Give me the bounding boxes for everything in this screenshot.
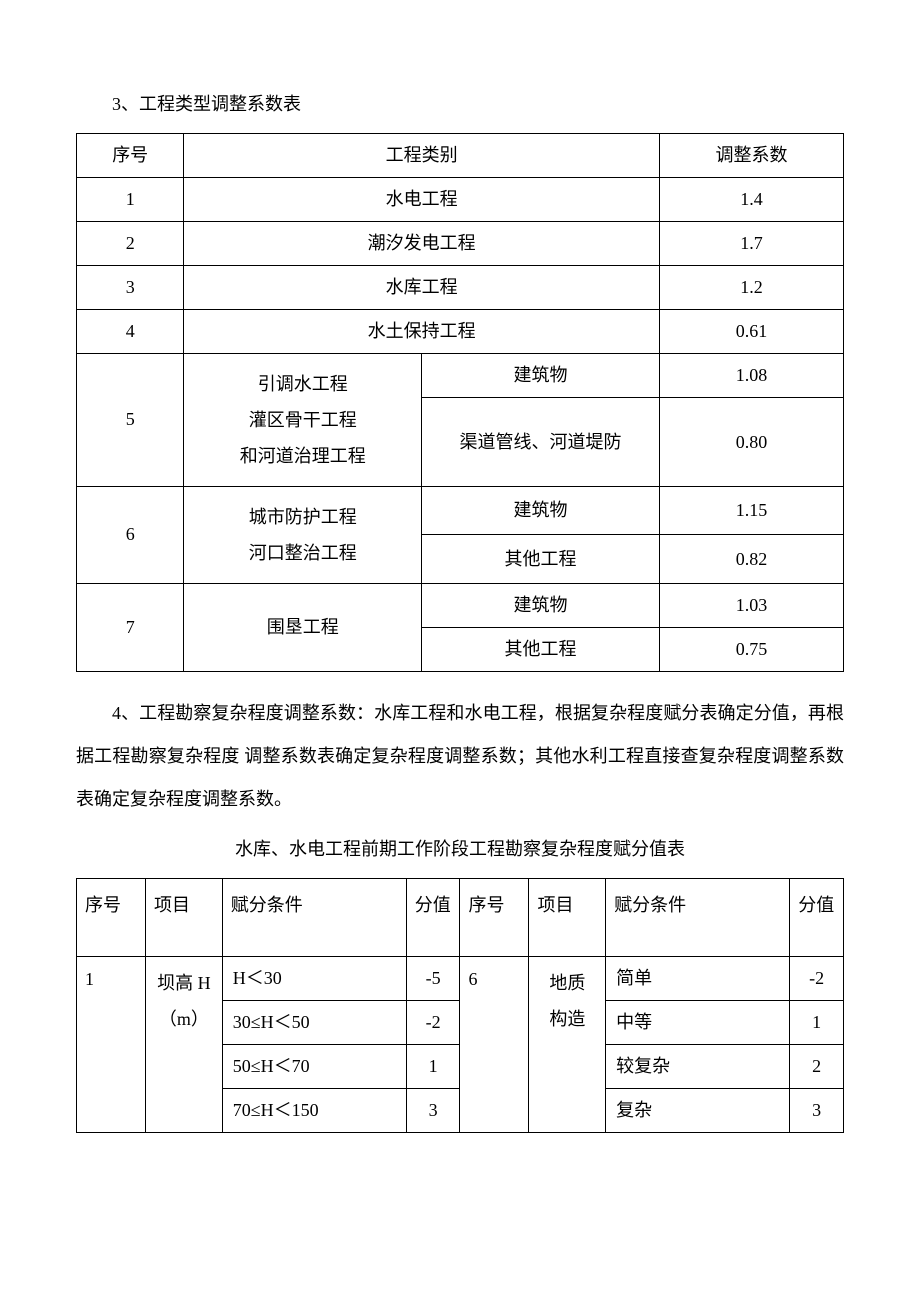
cell-category: 引调水工程 灌区骨干工程 和河道治理工程 xyxy=(184,353,422,486)
cell-category: 水电工程 xyxy=(184,177,660,221)
cell-coef: 1.03 xyxy=(659,583,843,627)
cell-category-line: 城市防护工程 xyxy=(184,499,421,535)
th-seq: 序号 xyxy=(77,879,146,957)
cell-category-line: 和河道治理工程 xyxy=(184,438,421,474)
cell-seq: 3 xyxy=(77,265,184,309)
cell-coef: 0.61 xyxy=(659,309,843,353)
table-row: 5 引调水工程 灌区骨干工程 和河道治理工程 建筑物 1.08 xyxy=(77,353,844,397)
cell-category-line: 河口整治工程 xyxy=(184,535,421,571)
cell-cond: 70≤H＜150 xyxy=(222,1089,406,1133)
cell-score: -2 xyxy=(406,1001,460,1045)
table-row: 7 围垦工程 建筑物 1.03 xyxy=(77,583,844,627)
cell-coef: 0.82 xyxy=(659,535,843,584)
cell-subcategory: 建筑物 xyxy=(422,353,660,397)
cell-coef: 1.7 xyxy=(659,221,843,265)
cell-item-line: 构造 xyxy=(529,1001,605,1037)
table-row: 3 水库工程 1.2 xyxy=(77,265,844,309)
table-row: 6 城市防护工程 河口整治工程 建筑物 1.15 xyxy=(77,486,844,535)
cell-cond: 中等 xyxy=(606,1001,790,1045)
cell-coef: 0.75 xyxy=(659,627,843,671)
th-score: 分值 xyxy=(790,879,844,957)
cell-subcategory: 建筑物 xyxy=(422,486,660,535)
cell-category-line: 灌区骨干工程 xyxy=(184,402,421,438)
cell-cond: 复杂 xyxy=(606,1089,790,1133)
cell-seq: 1 xyxy=(77,177,184,221)
cell-score: 1 xyxy=(790,1001,844,1045)
cell-score: 3 xyxy=(790,1089,844,1133)
th-item: 项目 xyxy=(529,879,606,957)
complexity-score-table: 序号 项目 赋分条件 分值 序号 项目 赋分条件 分值 1 坝高 H （m） H… xyxy=(76,878,844,1133)
cell-cond: 30≤H＜50 xyxy=(222,1001,406,1045)
cell-cond: 较复杂 xyxy=(606,1045,790,1089)
cell-score: 1 xyxy=(406,1045,460,1089)
th-category: 工程类别 xyxy=(184,133,660,177)
cell-score: 2 xyxy=(790,1045,844,1089)
cell-category: 潮汐发电工程 xyxy=(184,221,660,265)
cell-item-line: 地质 xyxy=(529,965,605,1001)
cell-item-line: 坝高 H xyxy=(146,965,222,1001)
table2-title: 水库、水电工程前期工作阶段工程勘察复杂程度赋分值表 xyxy=(76,835,844,864)
cell-item: 坝高 H （m） xyxy=(146,957,223,1133)
cell-cond: H＜30 xyxy=(222,957,406,1001)
cell-coef: 0.80 xyxy=(659,398,843,487)
cell-seq: 1 xyxy=(77,957,146,1133)
table-row: 2 潮汐发电工程 1.7 xyxy=(77,221,844,265)
cell-subcategory: 其他工程 xyxy=(422,627,660,671)
cell-cond: 50≤H＜70 xyxy=(222,1045,406,1089)
th-coef: 调整系数 xyxy=(659,133,843,177)
table-row: 1 坝高 H （m） H＜30 -5 6 地质 构造 简单 -2 xyxy=(77,957,844,1001)
cell-coef: 1.2 xyxy=(659,265,843,309)
cell-cond: 简单 xyxy=(606,957,790,1001)
cell-subcategory: 其他工程 xyxy=(422,535,660,584)
table-header-row: 序号 工程类别 调整系数 xyxy=(77,133,844,177)
cell-item: 地质 构造 xyxy=(529,957,606,1133)
cell-category: 水库工程 xyxy=(184,265,660,309)
table-header-row: 序号 项目 赋分条件 分值 序号 项目 赋分条件 分值 xyxy=(77,879,844,957)
cell-subcategory: 建筑物 xyxy=(422,583,660,627)
cell-seq: 6 xyxy=(77,486,184,583)
cell-seq: 4 xyxy=(77,309,184,353)
cell-item-line: （m） xyxy=(146,1001,222,1037)
cell-seq: 2 xyxy=(77,221,184,265)
th-score: 分值 xyxy=(406,879,460,957)
cell-category-line: 引调水工程 xyxy=(184,366,421,402)
project-type-coef-table: 序号 工程类别 调整系数 1 水电工程 1.4 2 潮汐发电工程 1.7 3 水… xyxy=(76,133,844,672)
section-3-title: 3、工程类型调整系数表 xyxy=(76,90,844,119)
th-seq: 序号 xyxy=(460,879,529,957)
cell-score: -5 xyxy=(406,957,460,1001)
cell-seq: 5 xyxy=(77,353,184,486)
cell-category: 水土保持工程 xyxy=(184,309,660,353)
cell-score: 3 xyxy=(406,1089,460,1133)
cell-seq: 7 xyxy=(77,583,184,671)
cell-coef: 1.4 xyxy=(659,177,843,221)
cell-coef: 1.08 xyxy=(659,353,843,397)
cell-score: -2 xyxy=(790,957,844,1001)
table-row: 4 水土保持工程 0.61 xyxy=(77,309,844,353)
cell-coef: 1.15 xyxy=(659,486,843,535)
cell-seq: 6 xyxy=(460,957,529,1133)
cell-category: 围垦工程 xyxy=(184,583,422,671)
th-cond: 赋分条件 xyxy=(606,879,790,957)
th-item: 项目 xyxy=(146,879,223,957)
th-cond: 赋分条件 xyxy=(222,879,406,957)
paragraph-4: 4、工程勘察复杂程度调整系数：水库工程和水电工程，根据复杂程度赋分表确定分值，再… xyxy=(76,692,844,822)
cell-subcategory: 渠道管线、河道堤防 xyxy=(422,398,660,487)
cell-category: 城市防护工程 河口整治工程 xyxy=(184,486,422,583)
th-seq: 序号 xyxy=(77,133,184,177)
table-row: 1 水电工程 1.4 xyxy=(77,177,844,221)
